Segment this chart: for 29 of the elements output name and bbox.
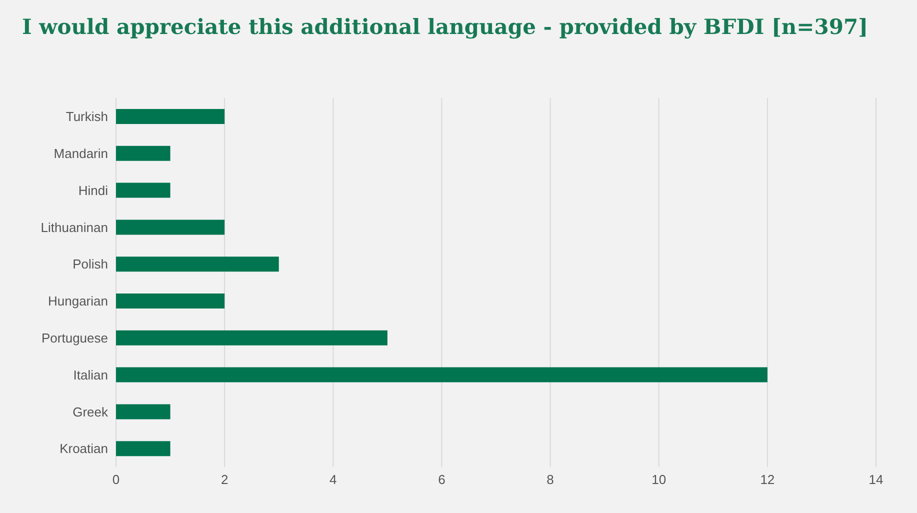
bar (116, 294, 225, 308)
bar (116, 367, 768, 382)
bar (116, 146, 170, 161)
y-tick-label: Italian (73, 367, 108, 382)
x-tick-label: 12 (760, 472, 775, 488)
bar (116, 256, 279, 272)
y-tick-label: Greek (72, 404, 108, 420)
y-tick-label: Turkish (66, 109, 108, 124)
bar (116, 182, 170, 198)
y-tick-label: Kroatian (60, 441, 108, 456)
x-tick-label: 14 (868, 472, 884, 488)
chart-title: I would appreciate this additional language - provided by BFDI [n=397] (22, 14, 868, 39)
bar (116, 441, 170, 456)
x-tick-label: 2 (220, 472, 228, 488)
bar (116, 109, 225, 124)
x-tick-label: 4 (330, 472, 337, 488)
x-tick-label: 0 (112, 472, 120, 488)
x-tick-label: 6 (438, 472, 446, 488)
y-tick-label: Polish (72, 256, 108, 272)
x-tick-label: 10 (652, 472, 666, 488)
y-tick-label: Portuguese (42, 330, 108, 346)
y-tick-label: Hungarian (48, 294, 108, 309)
y-tick-label: Lithuaninan (40, 220, 108, 235)
bar (116, 404, 170, 420)
y-tick-label: Hindi (78, 182, 108, 198)
x-tick-label: 8 (546, 472, 554, 488)
bar (116, 220, 225, 235)
y-tick-label: Mandarin (54, 146, 108, 161)
bar (116, 330, 388, 346)
